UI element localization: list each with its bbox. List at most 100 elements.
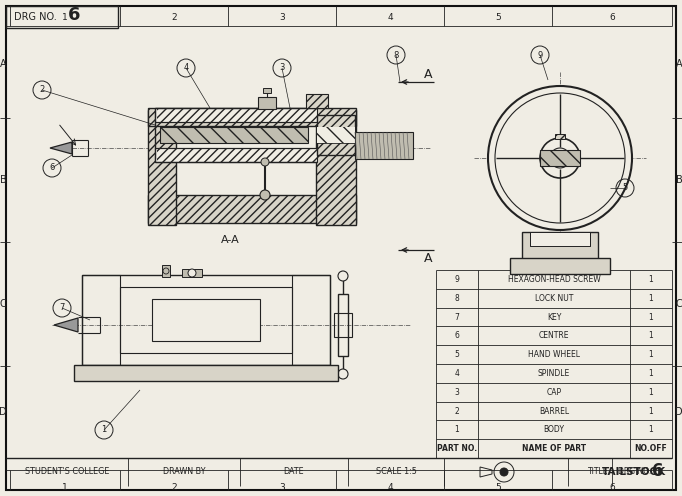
Bar (6, 6, 118, 28)
Text: 4: 4 (387, 484, 393, 493)
Bar (540, 150, 580, 166)
Bar (74, 365, 338, 381)
Bar (148, 195, 356, 223)
Text: 1: 1 (649, 331, 653, 340)
Text: A: A (0, 59, 6, 69)
Bar (82, 275, 330, 365)
Bar (317, 127, 355, 143)
Text: 6: 6 (455, 331, 460, 340)
Bar (530, 232, 590, 246)
Text: 5: 5 (495, 484, 501, 493)
Text: A: A (424, 68, 432, 81)
Circle shape (163, 268, 169, 274)
Text: SPINDLE: SPINDLE (538, 369, 570, 378)
Bar (355, 132, 413, 159)
Text: 8: 8 (394, 51, 399, 60)
Polygon shape (54, 318, 78, 332)
Text: PART NO.: PART NO. (437, 444, 477, 453)
Text: 6: 6 (68, 6, 80, 24)
Text: 7: 7 (455, 312, 460, 321)
Text: A: A (676, 59, 682, 69)
Circle shape (261, 158, 269, 166)
Bar (317, 115, 355, 155)
Circle shape (500, 468, 508, 476)
Bar (152, 299, 260, 341)
Bar (157, 108, 317, 122)
Text: 4: 4 (455, 369, 460, 378)
Text: TITLE: TITLE (588, 468, 608, 477)
Text: B: B (676, 175, 682, 185)
Bar (148, 195, 356, 223)
Text: 3: 3 (279, 13, 285, 22)
Bar (317, 127, 355, 143)
Text: HEXAGON-HEAD SCREW: HEXAGON-HEAD SCREW (507, 275, 600, 284)
Text: D: D (675, 407, 682, 417)
Text: A: A (424, 251, 432, 264)
Bar (120, 287, 292, 353)
Text: 1: 1 (649, 294, 653, 303)
Text: 6: 6 (652, 462, 664, 480)
Text: C: C (0, 299, 6, 309)
Text: 9: 9 (455, 275, 460, 284)
Bar (522, 232, 598, 262)
Text: 4: 4 (387, 13, 393, 22)
Text: HAND WHEEL: HAND WHEEL (528, 350, 580, 359)
Text: 3: 3 (279, 484, 285, 493)
Text: 1: 1 (455, 425, 460, 434)
Text: 1: 1 (102, 426, 106, 434)
Bar (148, 110, 176, 225)
Bar (306, 94, 328, 108)
Text: NO.OFF: NO.OFF (635, 444, 668, 453)
Bar (555, 134, 565, 139)
Text: 3: 3 (455, 388, 460, 397)
Text: 5: 5 (623, 184, 627, 192)
Text: D: D (0, 407, 7, 417)
Text: CAP: CAP (546, 388, 561, 397)
Bar (148, 108, 356, 126)
Text: 9: 9 (537, 51, 543, 60)
Text: DRG NO.: DRG NO. (14, 12, 57, 22)
Bar (555, 134, 565, 139)
Bar (182, 269, 202, 277)
Text: 1: 1 (649, 407, 653, 416)
Text: KEY: KEY (547, 312, 561, 321)
Text: B: B (0, 175, 6, 185)
Text: 6: 6 (49, 164, 55, 173)
Text: 8: 8 (455, 294, 460, 303)
Text: BODY: BODY (544, 425, 565, 434)
Text: DATE: DATE (284, 468, 304, 477)
Bar (540, 150, 580, 166)
Text: 2: 2 (171, 484, 177, 493)
Text: 1: 1 (649, 388, 653, 397)
Text: 1: 1 (62, 13, 68, 22)
Text: 3: 3 (280, 63, 284, 72)
Bar (263, 88, 271, 93)
Text: 5: 5 (455, 350, 460, 359)
Bar (148, 108, 356, 126)
Text: C: C (676, 299, 682, 309)
Text: 1: 1 (649, 425, 653, 434)
Bar (160, 127, 308, 143)
Bar (510, 258, 610, 274)
Text: 2: 2 (455, 407, 460, 416)
Text: 6: 6 (609, 13, 615, 22)
Bar (317, 115, 355, 155)
Text: 1: 1 (62, 484, 68, 493)
Bar (334, 313, 352, 337)
Bar (316, 110, 356, 225)
Circle shape (338, 271, 348, 281)
Circle shape (488, 86, 632, 230)
Polygon shape (50, 142, 72, 154)
Text: LOCK NUT: LOCK NUT (535, 294, 573, 303)
Text: CENTRE: CENTRE (539, 331, 569, 340)
Text: A-A: A-A (220, 235, 239, 245)
Text: 4: 4 (183, 63, 189, 72)
Text: 1: 1 (649, 275, 653, 284)
Text: 2: 2 (171, 13, 177, 22)
Bar (316, 110, 356, 225)
Bar (160, 127, 308, 143)
Text: DRG NO.: DRG NO. (618, 468, 651, 477)
Text: DRAWN BY: DRAWN BY (163, 468, 205, 477)
Text: 1: 1 (649, 312, 653, 321)
Circle shape (260, 190, 270, 200)
